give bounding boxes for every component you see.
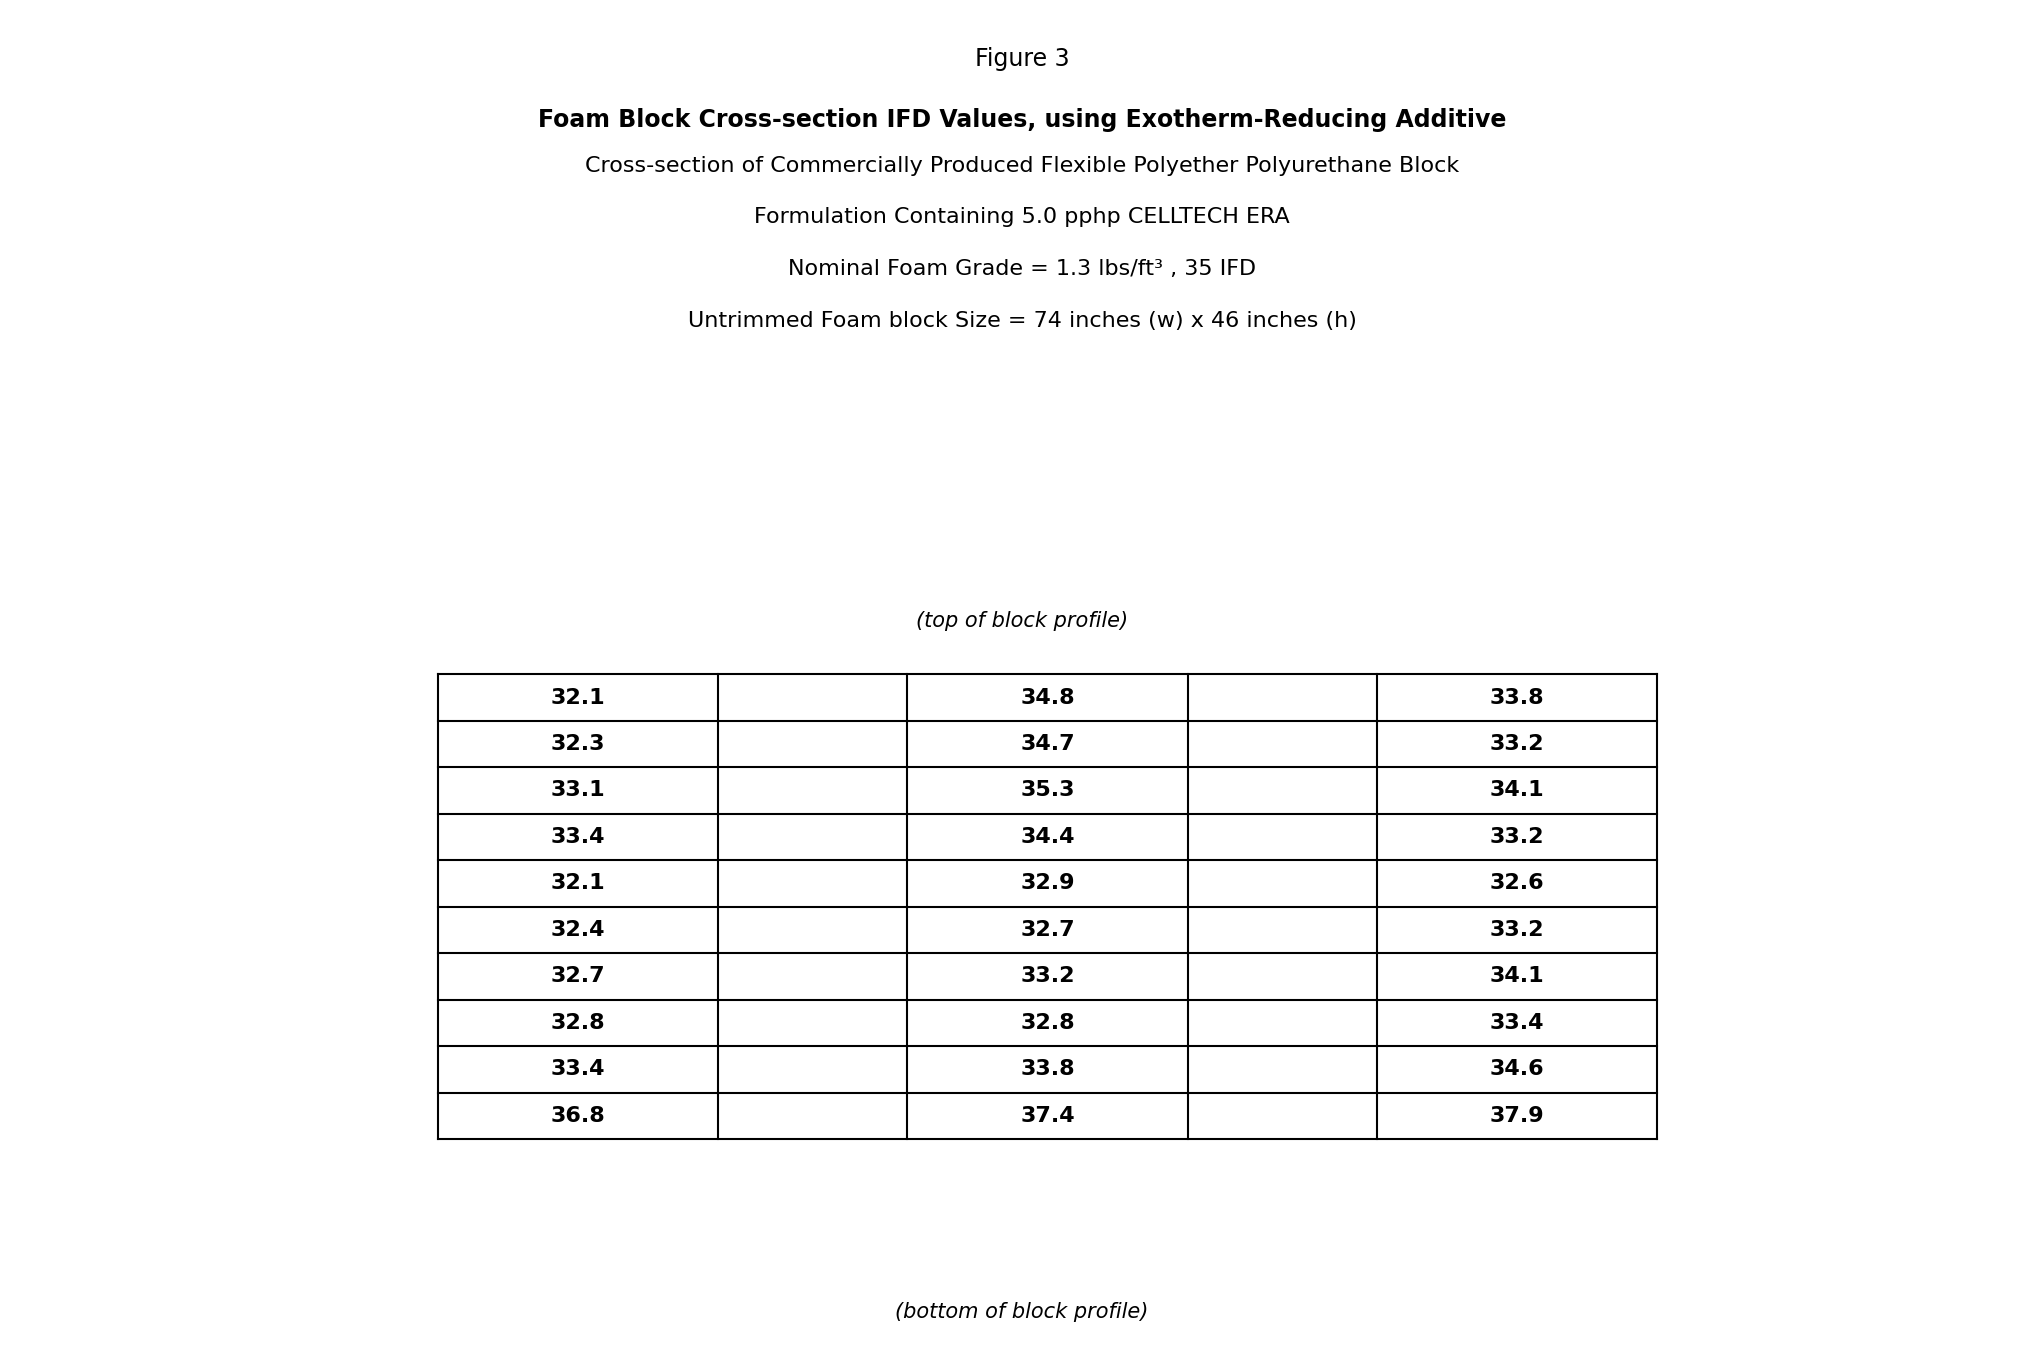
Text: 32.1: 32.1 (550, 873, 605, 894)
Text: 34.7: 34.7 (1020, 734, 1075, 754)
Text: 34.8: 34.8 (1020, 687, 1075, 708)
Text: 32.8: 32.8 (1020, 1013, 1075, 1033)
Text: 35.3: 35.3 (1020, 781, 1075, 800)
Text: 33.1: 33.1 (550, 781, 605, 800)
Text: 33.8: 33.8 (1020, 1059, 1075, 1079)
Text: 32.6: 32.6 (1490, 873, 1545, 894)
Text: 33.4: 33.4 (550, 827, 605, 848)
Text: 34.1: 34.1 (1490, 967, 1545, 986)
Text: 33.4: 33.4 (550, 1059, 605, 1079)
Text: 32.7: 32.7 (550, 967, 605, 986)
Text: 33.2: 33.2 (1020, 967, 1075, 986)
Text: 32.9: 32.9 (1020, 873, 1075, 894)
Text: Untrimmed Foam block Size = 74 inches (w) x 46 inches (h): Untrimmed Foam block Size = 74 inches (w… (687, 311, 1357, 331)
Text: 34.1: 34.1 (1490, 781, 1545, 800)
Text: 33.8: 33.8 (1490, 687, 1545, 708)
Text: 33.4: 33.4 (1490, 1013, 1545, 1033)
Text: Formulation Containing 5.0 pphp CELLTECH ERA: Formulation Containing 5.0 pphp CELLTECH… (754, 207, 1290, 228)
Text: Nominal Foam Grade = 1.3 lbs/ft³ , 35 IFD: Nominal Foam Grade = 1.3 lbs/ft³ , 35 IF… (787, 259, 1257, 279)
Text: Cross-section of Commercially Produced Flexible Polyether Polyurethane Block: Cross-section of Commercially Produced F… (585, 156, 1459, 176)
Text: 33.2: 33.2 (1490, 734, 1545, 754)
Text: 36.8: 36.8 (550, 1105, 605, 1125)
Text: 32.4: 32.4 (550, 919, 605, 940)
Text: 34.6: 34.6 (1490, 1059, 1545, 1079)
Text: 32.8: 32.8 (550, 1013, 605, 1033)
Text: Figure 3: Figure 3 (975, 47, 1069, 72)
Text: (top of block profile): (top of block profile) (916, 610, 1128, 631)
Text: 33.2: 33.2 (1490, 919, 1545, 940)
Text: 32.3: 32.3 (550, 734, 605, 754)
Text: Foam Block Cross-section IFD Values, using Exotherm-Reducing Additive: Foam Block Cross-section IFD Values, usi… (538, 108, 1506, 133)
Text: 37.4: 37.4 (1020, 1105, 1075, 1125)
Text: 32.1: 32.1 (550, 687, 605, 708)
Text: 33.2: 33.2 (1490, 827, 1545, 848)
Text: (bottom of block profile): (bottom of block profile) (895, 1302, 1149, 1322)
Text: 34.4: 34.4 (1020, 827, 1075, 848)
Text: 37.9: 37.9 (1490, 1105, 1545, 1125)
Text: 32.7: 32.7 (1020, 919, 1075, 940)
